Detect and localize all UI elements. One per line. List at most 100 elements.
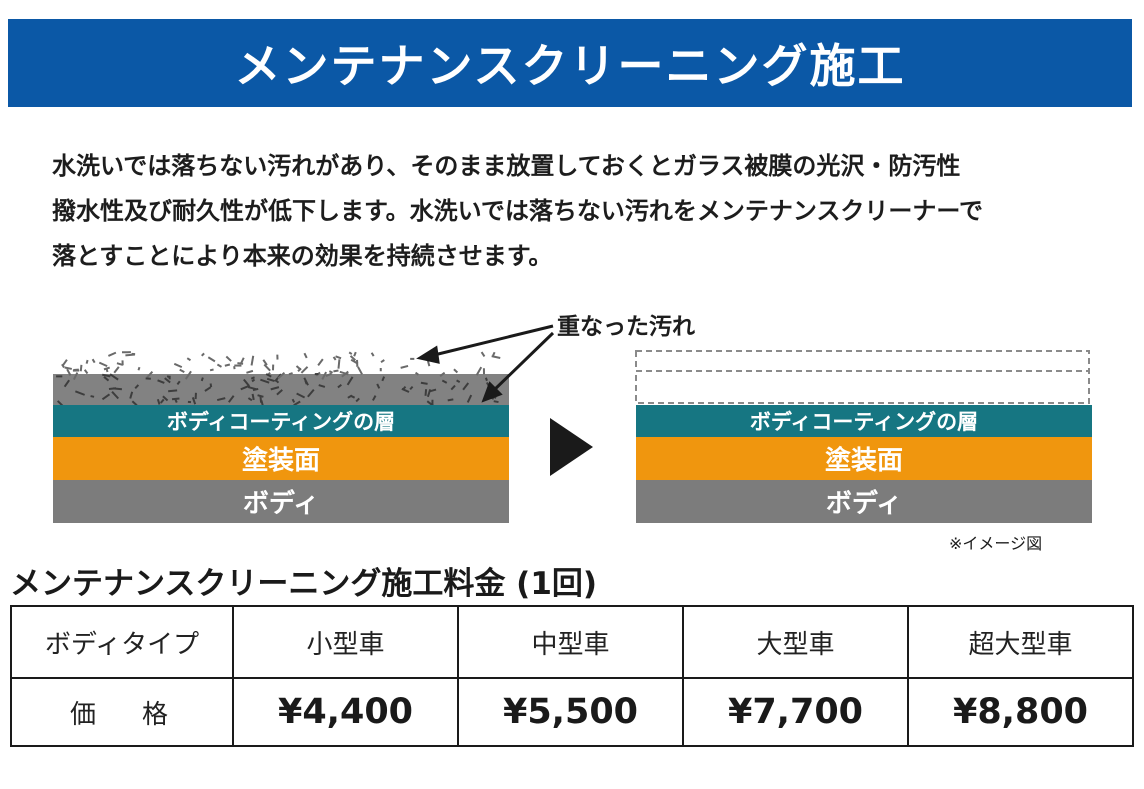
dirt-fleck bbox=[303, 352, 308, 359]
dirt-fleck bbox=[239, 357, 245, 365]
dirt-fleck bbox=[475, 366, 483, 376]
dirt-fleck bbox=[376, 383, 381, 389]
stain-label: 重なった汚れ bbox=[557, 314, 695, 340]
dirt-fleck bbox=[164, 377, 171, 384]
dirt-fleck bbox=[321, 371, 328, 380]
dirt-fleck bbox=[263, 363, 271, 372]
table-row: 価格 ¥4,400 ¥5,500 ¥7,700 ¥8,800 bbox=[10, 677, 1134, 747]
dirt-fleck bbox=[333, 369, 339, 373]
dirt-fleck bbox=[171, 397, 180, 401]
dirt-fleck bbox=[262, 359, 268, 366]
body-layer: ボディ bbox=[53, 480, 509, 523]
dirt-fleck bbox=[265, 373, 272, 378]
dirt-fleck bbox=[276, 389, 283, 396]
stain-pointer-arrows bbox=[416, 324, 555, 403]
dirt-fleck bbox=[426, 360, 431, 367]
dirt-fleck bbox=[157, 379, 165, 384]
dirt-fleck bbox=[91, 358, 96, 364]
dirt-fleck bbox=[426, 389, 432, 398]
body-layer: ボディ bbox=[636, 480, 1092, 523]
dirt-fleck bbox=[296, 392, 306, 399]
dirt-fleck bbox=[456, 379, 461, 384]
dirt-fleck bbox=[216, 363, 222, 368]
dirt-fleck bbox=[332, 356, 337, 361]
dirt-fleck bbox=[174, 399, 178, 404]
dirt-fleck bbox=[350, 358, 359, 365]
dirt-fleck bbox=[176, 380, 181, 385]
dirt-fleck bbox=[303, 377, 309, 386]
dirt-fleck bbox=[85, 359, 89, 364]
dirt-fleck bbox=[240, 384, 251, 391]
dirt-fleck bbox=[380, 359, 385, 363]
coating-layer: ボディコーティングの層 bbox=[636, 405, 1092, 437]
title-banner: メンテナンスクリーニング施工 bbox=[8, 19, 1132, 107]
dirt-fleck bbox=[146, 370, 154, 379]
dirt-fleck bbox=[63, 379, 70, 388]
price-section-title: メンテナンスクリーニング施工料金 (1回) bbox=[10, 566, 598, 602]
dirt-fleck bbox=[370, 352, 375, 357]
dirt-fleck bbox=[349, 355, 357, 361]
dirt-fleck bbox=[335, 355, 342, 360]
paint-layer: 塗装面 bbox=[53, 437, 509, 480]
dirt-fleck bbox=[400, 364, 409, 369]
dirt-fleck bbox=[162, 395, 169, 402]
dirt-fleck bbox=[317, 358, 324, 366]
image-note: ※イメージ図 bbox=[949, 534, 1043, 553]
dirt-fleck bbox=[318, 384, 326, 388]
dirt-fleck bbox=[216, 397, 226, 402]
removed-dirt-outline-top bbox=[635, 350, 1090, 372]
dirt-fleck bbox=[102, 373, 111, 378]
dirt-fleck bbox=[66, 368, 72, 376]
dirt-fleck bbox=[337, 383, 342, 389]
dirt-fleck bbox=[350, 394, 356, 399]
dirt-fleck bbox=[101, 393, 111, 401]
description-line-1: 水洗いでは落ちない汚れがあり、そのまま放置しておくとガラス被膜の光沢・防汚性 bbox=[52, 152, 961, 180]
dirt-fleck bbox=[247, 397, 253, 402]
dirt-fleck bbox=[346, 376, 354, 386]
after-layer-stack: ボディコーティングの層 塗装面 ボディ bbox=[636, 405, 1092, 523]
dirt-fleck bbox=[491, 355, 501, 360]
dirt-fleck bbox=[204, 386, 212, 392]
dirt-fleck bbox=[156, 398, 161, 405]
dirt-fleck bbox=[201, 352, 205, 357]
dirt-fleck bbox=[225, 355, 232, 362]
dirt-fleck bbox=[74, 390, 85, 396]
dirt-fleck bbox=[79, 364, 83, 372]
dirt-fleck bbox=[250, 355, 255, 366]
dirt-fleck bbox=[325, 372, 333, 378]
header-cell: 小型車 bbox=[232, 605, 459, 679]
dirt-fleck bbox=[200, 377, 204, 382]
dirt-fleck bbox=[191, 397, 197, 405]
dirt-fleck bbox=[441, 379, 448, 384]
dirt-fleck bbox=[173, 362, 183, 369]
coating-layer: ボディコーティングの層 bbox=[53, 405, 509, 437]
dirt-fleck bbox=[72, 372, 79, 381]
dirt-fleck bbox=[257, 394, 264, 398]
dirt-fleck bbox=[129, 391, 134, 399]
before-layer-stack: ボディコーティングの層 塗装面 ボディ bbox=[53, 405, 509, 523]
dirt-fleck bbox=[243, 378, 250, 387]
dirt-fleck bbox=[64, 366, 72, 370]
dirt-fleck bbox=[90, 395, 95, 398]
dirt-fleck bbox=[103, 366, 111, 371]
header-cell: 超大型車 bbox=[907, 605, 1134, 679]
dirt-fleck bbox=[372, 395, 377, 401]
dirt-fleck bbox=[107, 351, 117, 357]
price-cell: ¥8,800 bbox=[907, 677, 1134, 747]
dirt-fleck bbox=[103, 376, 110, 382]
dirt-fleck bbox=[348, 351, 353, 355]
dirt-fleck bbox=[250, 376, 255, 380]
dirt-fleck bbox=[159, 398, 165, 404]
dirt-fleck bbox=[337, 359, 341, 369]
dirt-fleck bbox=[409, 385, 414, 391]
dirt-fleck bbox=[447, 398, 454, 402]
dirt-fleck bbox=[420, 381, 428, 385]
table-header-row: ボディタイプ 小型車 中型車 大型車 超大型車 bbox=[10, 605, 1134, 679]
dirt-fleck bbox=[111, 390, 120, 400]
play-arrow-icon bbox=[550, 418, 593, 476]
dirt-fleck bbox=[266, 377, 275, 383]
dirt-fleck bbox=[251, 393, 255, 401]
description: 水洗いでは落ちない汚れがあり、そのまま放置しておくとガラス被膜の光沢・防汚性 撥… bbox=[52, 144, 1132, 279]
dirt-fleck bbox=[98, 361, 108, 368]
dirt-fleck bbox=[381, 376, 386, 382]
